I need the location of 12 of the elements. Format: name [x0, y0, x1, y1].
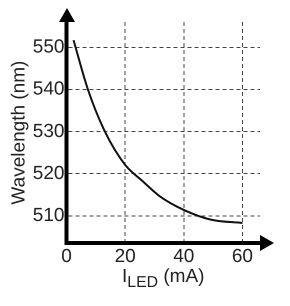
line-series	[72, 39, 244, 224]
y-tick-label: 550	[32, 36, 64, 58]
x-axis-title: I$_{LED}$ (mA)	[120, 266, 206, 292]
y-tick-label: 530	[32, 120, 64, 142]
y-axis-title: Wavelength (nm)	[8, 60, 30, 205]
y-tick-label: 520	[32, 162, 64, 184]
x-tick-label: 20	[114, 246, 136, 267]
x-tick-label: 40	[173, 246, 194, 267]
y-tick-label: 540	[32, 78, 64, 100]
x-tick-label: 0	[61, 246, 72, 267]
x-tick-label: 60	[232, 246, 253, 267]
y-tick-label: 510	[32, 205, 64, 226]
